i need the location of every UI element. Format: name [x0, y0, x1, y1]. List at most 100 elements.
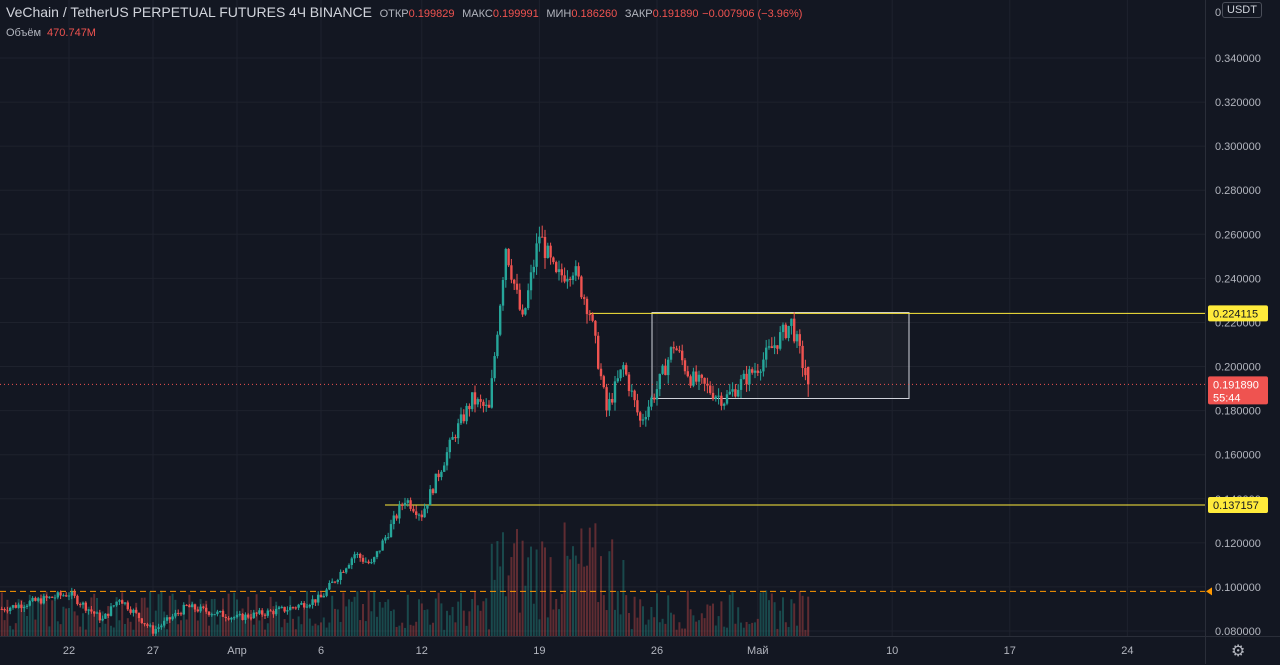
- volume-bar: [667, 595, 670, 636]
- volume-bar: [765, 590, 768, 636]
- volume-bar: [681, 628, 684, 636]
- currency-button[interactable]: USDT: [1222, 2, 1262, 18]
- candle-body: [227, 618, 230, 620]
- volume-bar: [712, 603, 714, 636]
- candle-body: [20, 604, 23, 609]
- candle-body: [129, 609, 132, 613]
- candle-body: [504, 248, 507, 280]
- candles: [0, 225, 810, 636]
- volume-bar: [748, 624, 751, 636]
- volume-bar: [426, 609, 429, 636]
- time-tick-label: 6: [318, 645, 324, 657]
- close-value: 0.191890: [652, 8, 699, 20]
- candle-body: [107, 613, 110, 616]
- volume-bar: [726, 627, 728, 636]
- volume-bar: [546, 617, 549, 636]
- settings-gear-icon[interactable]: ⚙: [1231, 643, 1246, 660]
- volume-bar: [40, 600, 42, 636]
- volume-bar: [602, 595, 605, 636]
- candle-body: [339, 571, 342, 581]
- candle-body: [280, 606, 283, 608]
- volume-bar: [703, 618, 706, 636]
- candle-body: [776, 345, 779, 349]
- candle-body: [597, 335, 600, 369]
- volume-bar: [661, 618, 664, 636]
- candle-body: [737, 389, 740, 397]
- candle-body: [658, 373, 661, 390]
- price-tick-label: 0.300000: [1215, 141, 1261, 153]
- candle-body: [552, 257, 555, 263]
- candle-body: [653, 397, 656, 400]
- volume-bar: [538, 619, 541, 636]
- candle-body: [261, 610, 264, 615]
- volume-bar: [740, 622, 742, 636]
- candle-body: [375, 551, 379, 558]
- candle-body: [426, 505, 429, 509]
- volume-bar: [275, 601, 278, 636]
- volume-bar: [286, 622, 289, 636]
- candle-body: [583, 297, 586, 299]
- volume-bar: [625, 595, 628, 636]
- candle-body: [269, 610, 272, 612]
- candle-body: [179, 613, 183, 615]
- volume-bar: [656, 593, 658, 636]
- candle-body: [300, 603, 303, 605]
- volume-bar: [714, 625, 717, 636]
- candle-body: [745, 373, 748, 385]
- volume-bar: [392, 609, 395, 636]
- candle-body: [67, 595, 71, 597]
- candle-body: [163, 620, 166, 626]
- volume-bar: [303, 609, 306, 636]
- volume-bar: [698, 620, 700, 636]
- symbol-name[interactable]: VeChain / TetherUS PERPETUAL FUTURES: [6, 4, 286, 20]
- volume-bar: [555, 598, 558, 636]
- price-axis[interactable]: 0.340000 0.320000 0.300000 0.280000 0.260000…: [1205, 0, 1280, 636]
- volume-bar: [241, 608, 244, 636]
- candle-body: [781, 324, 785, 333]
- interval-label[interactable]: 4Ч: [288, 4, 307, 20]
- candle-body: [773, 345, 776, 349]
- candle-body: [345, 568, 348, 573]
- candle-body: [608, 399, 611, 411]
- volume-bar: [678, 622, 681, 636]
- volume-bar: [140, 597, 143, 636]
- volume-bar: [521, 540, 524, 636]
- candle-body: [31, 597, 34, 602]
- time-tick-label: 10: [886, 645, 898, 657]
- volume-bar: [82, 613, 84, 636]
- candle-body: [577, 266, 580, 277]
- volume-bar: [630, 629, 633, 636]
- volume-label[interactable]: Объём: [6, 27, 42, 39]
- candle-body: [580, 276, 583, 298]
- volume-bar: [541, 541, 544, 636]
- candle-body: [275, 608, 278, 615]
- price-tick-label: 0.120000: [1215, 538, 1261, 550]
- exchange-label: BINANCE: [309, 4, 372, 20]
- candle-body: [599, 368, 603, 377]
- volume-bar: [208, 625, 210, 636]
- time-axis[interactable]: 22 27 Апр 6 12 19 26 Май 10 17 24: [0, 636, 1205, 664]
- candle-body: [748, 369, 751, 385]
- volume-bar: [121, 592, 124, 636]
- candle-body: [311, 599, 314, 606]
- volume-bar: [59, 624, 62, 636]
- volume-bar: [420, 603, 423, 636]
- volume-legend: Объём 470.747M: [6, 27, 96, 39]
- volume-bar: [306, 591, 308, 636]
- candle-body: [283, 606, 286, 612]
- candle-body: [667, 359, 670, 376]
- volume-bar: [745, 621, 748, 636]
- candle-body: [625, 365, 628, 375]
- candle-body: [213, 614, 216, 616]
- volume-bar: [308, 618, 311, 636]
- candle-body: [219, 611, 222, 613]
- volume-bar: [336, 609, 339, 636]
- candle-body: [3, 609, 6, 611]
- candle-body: [109, 606, 113, 616]
- volume-bar: [6, 599, 9, 636]
- candle-body: [451, 437, 454, 440]
- candle-body: [146, 624, 149, 626]
- volume-bar: [742, 627, 745, 636]
- chart-canvas[interactable]: [0, 0, 1205, 636]
- candle-body: [468, 405, 471, 410]
